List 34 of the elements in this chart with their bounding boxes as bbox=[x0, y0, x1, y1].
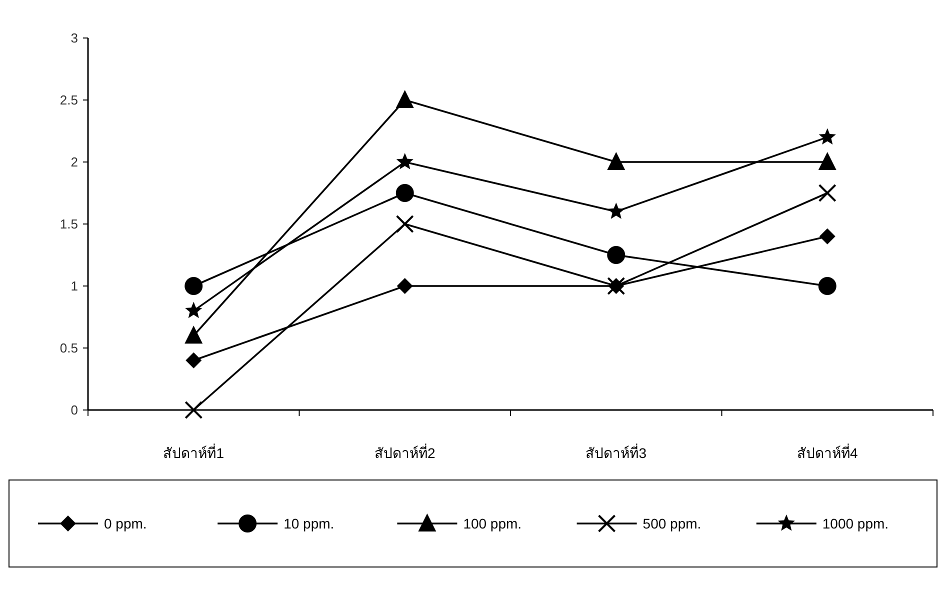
point bbox=[396, 215, 414, 233]
point bbox=[184, 277, 203, 295]
point bbox=[396, 90, 414, 108]
y-tick-label: 1.5 bbox=[60, 216, 78, 232]
legend-label: 10 ppm. bbox=[284, 515, 334, 532]
point bbox=[186, 352, 202, 368]
point bbox=[818, 184, 836, 202]
y-tick-label: 3 bbox=[70, 30, 78, 46]
point bbox=[818, 128, 836, 144]
x-tick-label: สัปดาห์ที่1 bbox=[163, 444, 224, 461]
y-tick-label: 2.5 bbox=[60, 92, 78, 108]
point bbox=[607, 246, 626, 264]
x-tick-label: สัปดาห์ที่2 bbox=[374, 444, 436, 461]
point bbox=[818, 152, 836, 170]
point bbox=[396, 184, 414, 202]
point bbox=[607, 152, 626, 170]
y-tick-label: 0 bbox=[70, 402, 78, 418]
legend-label: 0 ppm. bbox=[104, 515, 147, 532]
point bbox=[184, 326, 203, 344]
point bbox=[185, 302, 202, 318]
point bbox=[818, 277, 836, 295]
y-tick-label: 1 bbox=[70, 278, 78, 294]
point bbox=[819, 228, 836, 244]
legend-label: 100 ppm. bbox=[463, 515, 522, 532]
point bbox=[184, 401, 203, 419]
point bbox=[396, 153, 414, 170]
legend-label: 500 ppm. bbox=[642, 515, 702, 532]
x-tick-label: สัปดาห์ที่4 bbox=[796, 444, 858, 461]
point bbox=[608, 202, 625, 219]
x-tick-label: สัปดาห์ที่3 bbox=[586, 444, 647, 461]
legend-label: 1000 ppm. bbox=[822, 515, 889, 532]
y-tick-label: 2 bbox=[70, 154, 78, 170]
y-tick-label: 0.5 bbox=[60, 340, 78, 356]
point bbox=[396, 278, 413, 294]
